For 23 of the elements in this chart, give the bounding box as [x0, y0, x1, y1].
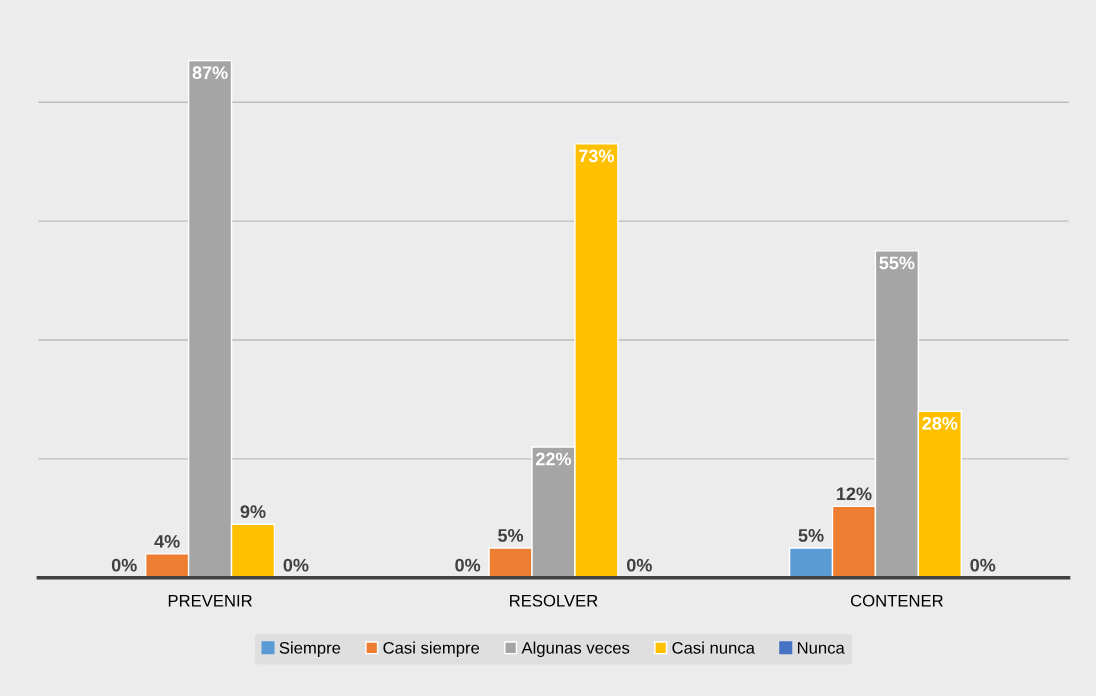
data-label: 0%: [970, 558, 996, 572]
x-tick-label: CONTENER: [850, 594, 943, 607]
data-label: 0%: [627, 558, 652, 572]
data-label: 73%: [579, 149, 614, 163]
legend-label: Casi nunca: [672, 641, 755, 654]
data-label: 0%: [283, 558, 309, 572]
data-label: 5%: [798, 529, 824, 542]
x-tick-label: RESOLVER: [510, 594, 598, 607]
legend-label: Algunas veces: [521, 641, 630, 658]
data-label: 0%: [455, 558, 481, 572]
data-label: 28%: [922, 416, 958, 430]
legend-label: Nunca: [797, 642, 845, 654]
data-label: 87%: [192, 66, 228, 80]
data-label: 9%: [240, 505, 266, 519]
data-label: 55%: [879, 256, 915, 270]
data-label: 5%: [498, 529, 524, 542]
data-label: 0%: [111, 558, 137, 572]
legend-label: Siempre: [279, 641, 341, 658]
legend-label: Casi siempre: [383, 641, 480, 658]
data-label: 12%: [837, 487, 872, 501]
x-tick-label: PREVENIR: [168, 594, 252, 607]
data-label: 4%: [154, 535, 180, 548]
data-label: 22%: [536, 452, 572, 466]
